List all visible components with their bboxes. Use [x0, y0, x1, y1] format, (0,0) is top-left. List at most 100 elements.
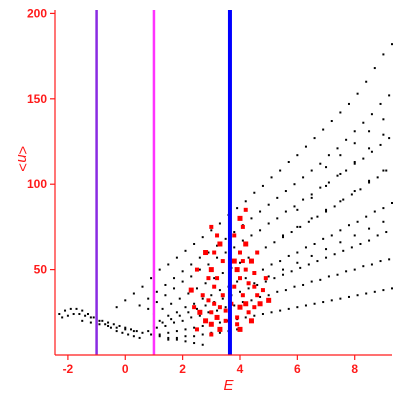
- data-point: [124, 328, 127, 331]
- data-point: [299, 266, 302, 269]
- data-point: [370, 113, 373, 116]
- data-point: [138, 304, 141, 307]
- data-point: [362, 121, 365, 124]
- data-point: [256, 283, 259, 286]
- data-point: [252, 305, 257, 310]
- data-point: [218, 222, 221, 225]
- data-point: [353, 234, 356, 237]
- data-point: [193, 302, 196, 305]
- data-point: [150, 277, 153, 280]
- data-point: [345, 138, 348, 141]
- data-point: [362, 157, 365, 160]
- data-point: [353, 268, 356, 271]
- data-point: [313, 137, 316, 140]
- data-point: [178, 314, 181, 317]
- y-tick-label: 100: [27, 177, 47, 191]
- data-point: [376, 176, 379, 179]
- data-point: [69, 307, 72, 310]
- data-point: [302, 198, 305, 201]
- data-point: [253, 314, 256, 317]
- data-point: [236, 207, 239, 210]
- data-point: [368, 239, 371, 242]
- data-point: [243, 207, 248, 212]
- data-point: [359, 242, 362, 245]
- data-point: [310, 254, 313, 257]
- data-point: [368, 147, 371, 150]
- data-point: [158, 333, 161, 336]
- data-point: [193, 326, 196, 329]
- data-point: [267, 275, 270, 278]
- data-point: [237, 250, 242, 255]
- data-point: [240, 259, 245, 264]
- data-point: [267, 222, 270, 225]
- data-point: [241, 301, 244, 304]
- data-point: [155, 326, 158, 329]
- data-point: [147, 330, 150, 333]
- data-point: [342, 249, 345, 252]
- data-point: [217, 241, 223, 247]
- data-point: [101, 319, 104, 322]
- data-point: [132, 292, 135, 295]
- data-point: [104, 323, 107, 326]
- data-point: [310, 193, 313, 196]
- data-point: [247, 256, 250, 259]
- data-point: [250, 217, 253, 220]
- data-point: [155, 301, 158, 304]
- data-point: [207, 263, 210, 266]
- data-point: [365, 215, 368, 218]
- data-point: [147, 307, 150, 310]
- data-point: [382, 207, 385, 210]
- data-point: [373, 290, 376, 293]
- data-point: [356, 92, 359, 95]
- data-point: [236, 328, 239, 331]
- x-tick-label: 8: [351, 362, 358, 376]
- x-tick-label: -2: [63, 362, 74, 376]
- data-point: [290, 231, 293, 234]
- data-point: [78, 313, 81, 316]
- data-point: [203, 250, 209, 256]
- data-point: [325, 184, 328, 187]
- data-point: [173, 287, 176, 290]
- data-point: [115, 326, 118, 329]
- data-point: [368, 179, 371, 182]
- data-point: [215, 233, 220, 238]
- data-point: [336, 147, 339, 150]
- data-point: [233, 304, 236, 307]
- data-point: [259, 295, 262, 298]
- data-point: [284, 289, 287, 292]
- data-point: [339, 241, 342, 244]
- data-point: [212, 284, 217, 289]
- data-point: [193, 242, 196, 245]
- data-point: [282, 273, 285, 276]
- data-point: [339, 111, 342, 114]
- data-point: [253, 282, 256, 285]
- data-point: [373, 210, 376, 213]
- data-point: [368, 130, 371, 133]
- data-point: [190, 275, 193, 278]
- data-point: [302, 283, 305, 286]
- data-point: [240, 293, 245, 298]
- data-point: [327, 181, 330, 184]
- data-point: [293, 205, 296, 208]
- data-point: [184, 335, 187, 338]
- data-point: [316, 260, 319, 263]
- data-point: [382, 289, 385, 292]
- data-point: [167, 338, 170, 341]
- data-point: [190, 316, 193, 319]
- data-point: [353, 142, 356, 145]
- data-point: [246, 310, 251, 315]
- data-point: [313, 302, 316, 305]
- data-point: [216, 309, 219, 312]
- data-point: [264, 280, 267, 283]
- data-point: [210, 229, 213, 232]
- data-point: [379, 102, 382, 105]
- data-point: [347, 295, 350, 298]
- data-point: [237, 326, 243, 332]
- data-point: [158, 268, 161, 271]
- data-point: [204, 282, 207, 285]
- data-point: [342, 198, 345, 201]
- data-point: [75, 307, 78, 310]
- data-point: [248, 258, 254, 264]
- data-point: [339, 297, 342, 300]
- data-point: [223, 308, 228, 313]
